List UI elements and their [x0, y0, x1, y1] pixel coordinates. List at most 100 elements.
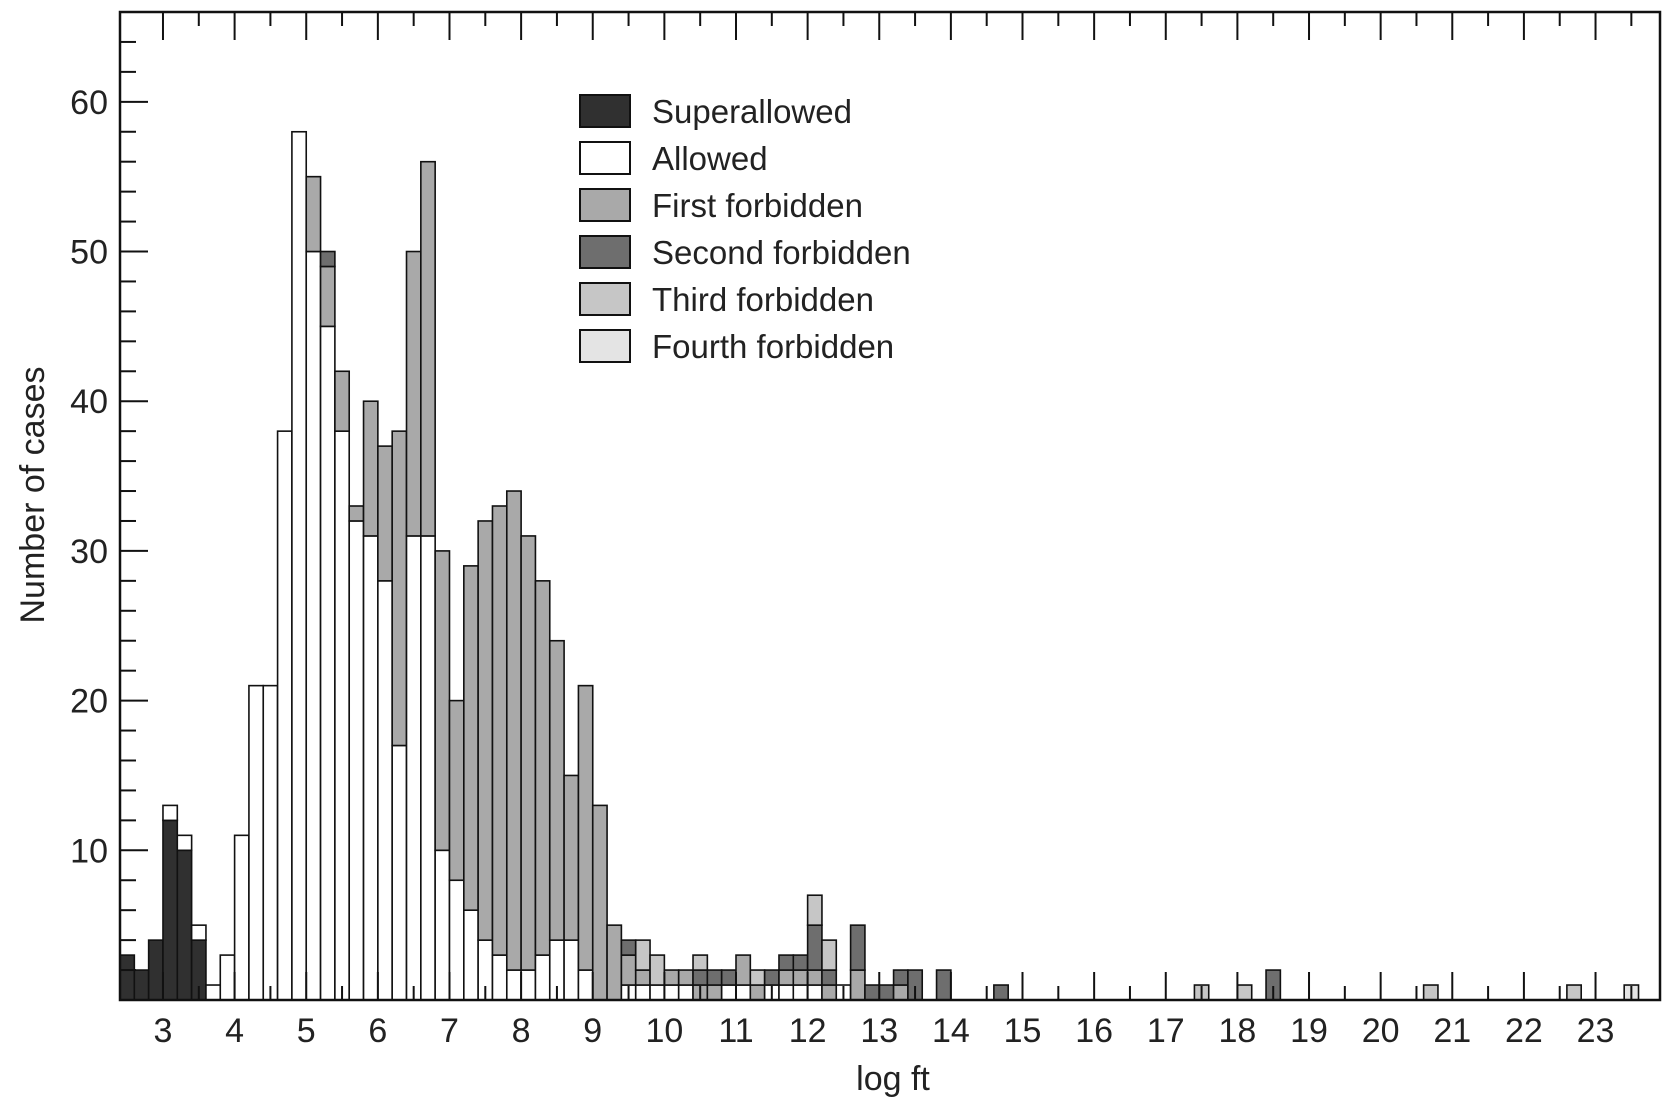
- x-tick-label-20: 20: [1362, 1012, 1400, 1050]
- bar-first-forbidden-13.3: [892, 984, 909, 1001]
- bar-first-forbidden-5.5: [334, 370, 351, 432]
- bar-first-forbidden-9.1: [591, 804, 608, 1001]
- bar-first-forbidden-6.3: [391, 430, 408, 747]
- bar-second-forbidden-13.3: [892, 969, 909, 986]
- bar-allowed-5.7: [348, 520, 365, 1001]
- bar-first-forbidden-12.1: [806, 969, 823, 986]
- x-tick-label-22: 22: [1505, 1012, 1543, 1050]
- bar-first-forbidden-11.3: [749, 984, 766, 1001]
- bar-first-forbidden-8.7: [563, 774, 580, 941]
- x-tick-label-11: 11: [718, 1012, 753, 1050]
- bar-allowed-4.1: [233, 834, 250, 1001]
- bar-third-forbidden-20.7: [1422, 984, 1439, 1001]
- x-tick-label-16: 16: [1075, 1012, 1113, 1050]
- bar-first-forbidden-7.9: [505, 490, 522, 971]
- x-tick-label-4: 4: [225, 1012, 244, 1050]
- y-tick-label-10: 10: [70, 832, 108, 870]
- bar-first-forbidden-9.5: [620, 954, 637, 986]
- bar-first-forbidden-5.3: [319, 265, 336, 328]
- bar-first-forbidden-9.7: [634, 969, 651, 986]
- y-tick-label-40: 40: [70, 383, 108, 421]
- legend-swatch-second-forbidden: [579, 235, 631, 269]
- bar-allowed-10.3: [677, 984, 694, 1001]
- bar-first-forbidden-7.1: [448, 699, 465, 882]
- bar-allowed-7.7: [491, 954, 508, 1001]
- bar-third-forbidden-9.7: [634, 939, 651, 971]
- x-tick-label-9: 9: [583, 1012, 602, 1050]
- legend-swatch-allowed: [579, 141, 631, 175]
- bar-allowed-6.9: [434, 849, 451, 1001]
- bar-allowed-3.5: [190, 924, 207, 941]
- legend-label-first-forbidden: First forbidden: [652, 187, 863, 224]
- x-tick-label-6: 6: [368, 1012, 387, 1050]
- bar-allowed-8.9: [577, 969, 594, 1001]
- bar-third-forbidden-12.1: [806, 894, 823, 926]
- bar-allowed-3.3: [176, 834, 193, 852]
- bar-second-forbidden-14.7: [993, 984, 1009, 1001]
- x-tick-label-13: 13: [860, 1012, 898, 1050]
- bar-second-forbidden-10.7: [706, 969, 723, 986]
- x-tick-label-5: 5: [297, 1012, 316, 1050]
- bar-first-forbidden-11.1: [735, 954, 752, 986]
- bar-allowed-4.3: [248, 684, 265, 1001]
- bar-second-forbidden-12.1: [806, 924, 823, 971]
- y-tick-label-20: 20: [70, 683, 108, 721]
- legend-swatch-superallowed: [579, 94, 631, 128]
- bar-first-forbidden-6.9: [434, 550, 451, 852]
- bar-first-forbidden-10.3: [677, 969, 694, 986]
- bar-allowed-8.7: [563, 939, 580, 1001]
- bar-allowed-3.7: [205, 984, 222, 1001]
- bar-allowed-4.9: [291, 130, 308, 1001]
- bar-second-forbidden-13.1: [878, 984, 895, 1001]
- bar-first-forbidden-7.7: [491, 505, 508, 956]
- bar-first-forbidden-12.7: [849, 969, 866, 1001]
- bar-first-forbidden-6.5: [405, 250, 422, 537]
- bar-first-forbidden-11.7: [778, 969, 795, 986]
- bar-first-forbidden-6.7: [420, 160, 436, 537]
- bar-superallowed-2.7: [133, 969, 150, 1001]
- bar-allowed-8.1: [520, 969, 537, 1001]
- bar-allowed-9.9: [649, 984, 666, 1001]
- bar-second-forbidden-12.7: [849, 924, 866, 971]
- bar-third-forbidden-12.3: [821, 939, 838, 971]
- bar-allowed-5.9: [362, 535, 379, 1001]
- x-tick-label-15: 15: [1004, 1012, 1042, 1050]
- bar-second-forbidden-9.5: [620, 939, 637, 956]
- bar-allowed-11.7: [778, 984, 795, 1001]
- bar-allowed-6.1: [377, 580, 393, 1001]
- bar-first-forbidden-10.1: [663, 969, 680, 986]
- bar-allowed-12.1: [806, 984, 823, 1001]
- bar-first-forbidden-8.9: [577, 684, 594, 971]
- bar-allowed-10.9: [720, 984, 737, 1001]
- bar-allowed-6.3: [391, 744, 408, 1001]
- x-tick-label-3: 3: [154, 1012, 173, 1050]
- x-tick-label-23: 23: [1577, 1012, 1615, 1050]
- bar-second-forbidden-11.9: [792, 954, 809, 971]
- y-tick-label-30: 30: [70, 533, 108, 571]
- bar-superallowed-3.1: [162, 819, 179, 1001]
- bar-third-forbidden-10.5: [692, 954, 709, 971]
- legend: Superallowed Allowed First forbidden Second…: [579, 93, 911, 365]
- bar-allowed-4.7: [276, 430, 293, 1001]
- bar-first-forbidden-12.3: [821, 984, 838, 1001]
- bar-allowed-5.3: [319, 325, 336, 1001]
- y-axis-title: Number of cases: [14, 367, 52, 624]
- bar-allowed-3.9: [219, 954, 236, 1001]
- x-tick-label-21: 21: [1433, 1012, 1471, 1050]
- x-tick-label-17: 17: [1147, 1012, 1185, 1050]
- bar-second-forbidden-12.3: [821, 969, 838, 986]
- bar-second-forbidden-11.7: [778, 954, 795, 971]
- bar-allowed-3.1: [162, 804, 179, 822]
- bar-superallowed-3.3: [176, 849, 193, 1001]
- bar-superallowed-2.5: [119, 954, 136, 1001]
- bar-first-forbidden-5.7: [348, 505, 365, 522]
- legend-label-allowed: Allowed: [652, 140, 768, 177]
- bar-second-forbidden-12.9: [864, 984, 881, 1001]
- bar-first-forbidden-11.9: [792, 969, 809, 986]
- x-tick-label-19: 19: [1290, 1012, 1328, 1050]
- bar-allowed-7.9: [505, 969, 522, 1001]
- bar-allowed-4.5: [262, 684, 279, 1001]
- legend-swatch-fourth-forbidden: [579, 329, 631, 363]
